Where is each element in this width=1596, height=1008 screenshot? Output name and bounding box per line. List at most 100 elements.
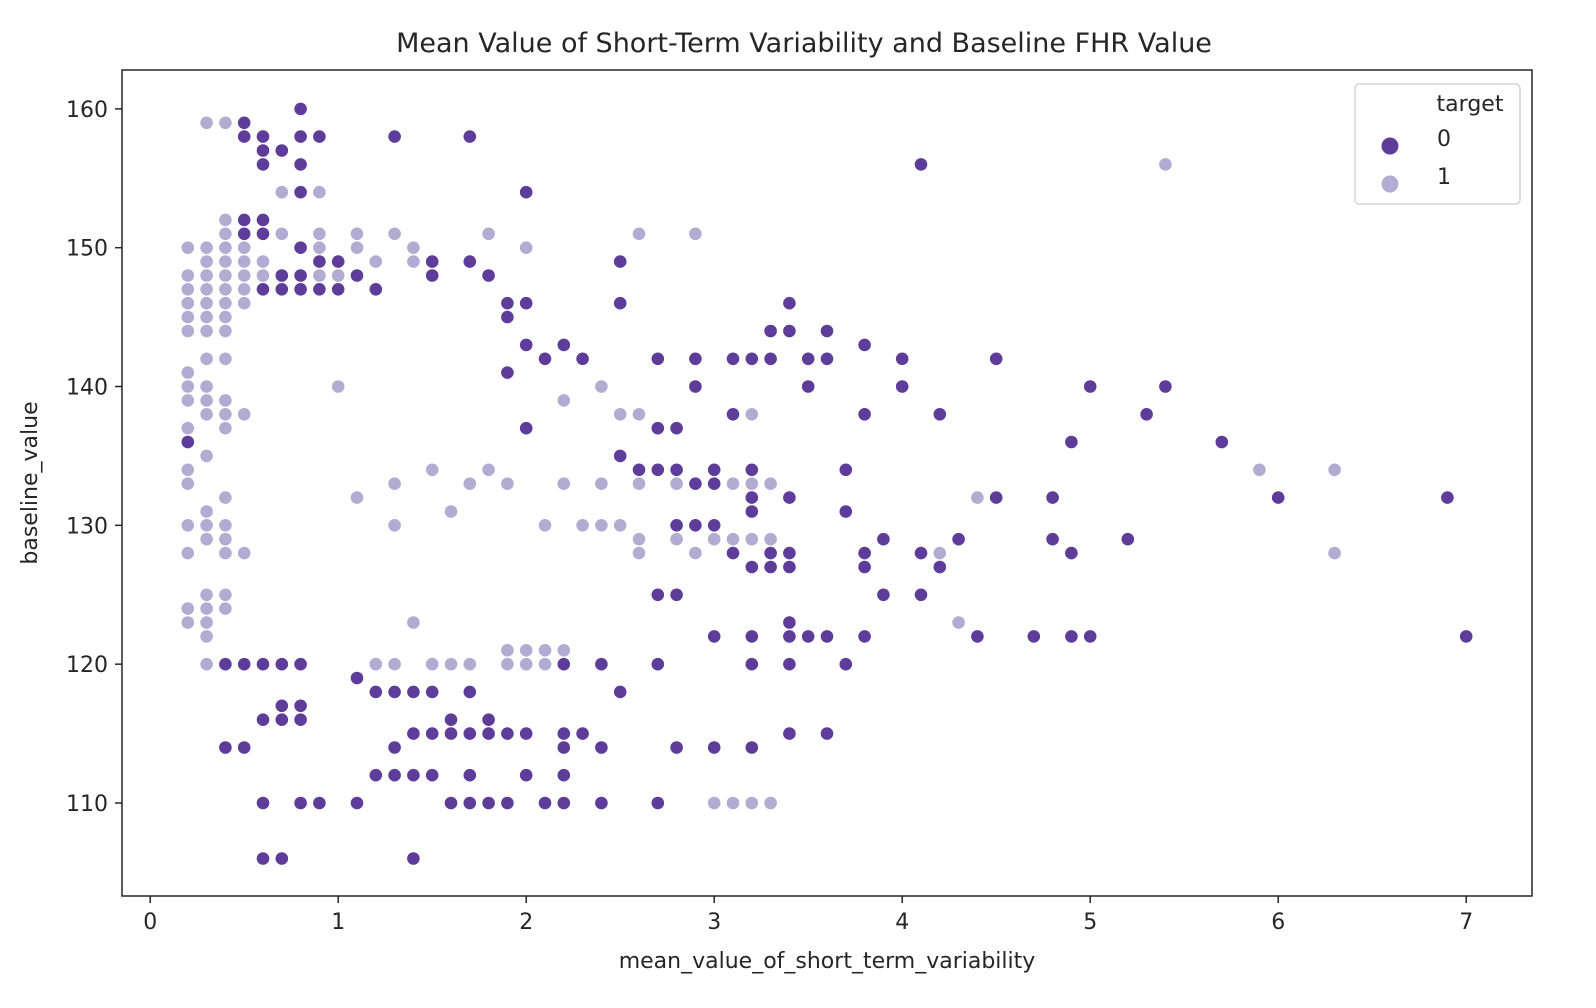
data-point-target-1 — [180, 379, 196, 394]
data-point-target-0 — [255, 656, 271, 672]
data-point-target-0 — [500, 365, 515, 380]
data-point-target-0 — [518, 184, 534, 200]
data-point-target-1 — [518, 240, 534, 255]
data-point-target-1 — [180, 323, 196, 339]
data-point-target-0 — [293, 157, 308, 172]
data-point-target-0 — [857, 629, 872, 644]
data-point-target-0 — [744, 462, 760, 478]
data-point-target-1 — [725, 476, 741, 492]
data-point-target-0 — [1440, 490, 1455, 505]
data-point-target-1 — [218, 545, 233, 561]
data-point-target-0 — [424, 268, 440, 283]
data-point-target-0 — [819, 726, 835, 741]
data-point-target-1 — [387, 226, 402, 242]
data-point-target-0 — [368, 684, 384, 700]
data-point-target-1 — [312, 268, 327, 283]
data-point-target-1 — [462, 476, 478, 492]
data-point-target-1 — [631, 545, 647, 561]
data-point-target-0 — [518, 767, 534, 783]
data-point-target-0 — [481, 795, 496, 811]
data-point-target-1 — [218, 407, 233, 422]
data-point-target-0 — [763, 559, 778, 575]
data-point-target-0 — [913, 157, 929, 172]
data-point-target-1 — [387, 518, 402, 533]
data-point-target-0 — [1214, 434, 1230, 450]
data-point-target-1 — [725, 531, 741, 547]
data-point-target-1 — [575, 518, 590, 533]
data-point-target-1 — [218, 212, 233, 228]
data-point-target-0 — [669, 740, 684, 755]
data-point-target-0 — [838, 656, 854, 672]
data-point-target-1 — [218, 518, 233, 533]
data-point-target-0 — [932, 559, 948, 575]
data-point-target-0 — [782, 295, 797, 311]
data-point-target-1 — [349, 490, 365, 505]
data-point-target-0 — [387, 767, 402, 783]
data-point-target-0 — [612, 295, 628, 311]
data-point-target-0 — [782, 615, 797, 630]
data-point-target-0 — [255, 212, 271, 228]
data-point-target-0 — [349, 795, 365, 811]
data-point-target-1 — [199, 615, 214, 630]
data-point-target-1 — [1252, 462, 1267, 478]
data-point-target-0 — [1064, 629, 1079, 644]
data-point-target-1 — [744, 476, 760, 492]
data-point-target-0 — [255, 157, 271, 172]
data-point-target-0 — [763, 351, 778, 367]
data-point-target-1 — [199, 587, 214, 603]
data-point-target-0 — [500, 295, 515, 311]
data-point-target-1 — [312, 226, 327, 242]
plot-frame — [121, 69, 1533, 897]
data-point-target-0 — [500, 795, 515, 811]
data-point-target-1 — [763, 476, 778, 492]
data-point-target-0 — [782, 656, 797, 672]
data-point-target-1 — [1327, 462, 1342, 478]
data-point-target-1 — [706, 531, 722, 547]
data-point-target-0 — [556, 767, 572, 783]
data-point-target-0 — [556, 656, 572, 672]
data-point-target-1 — [255, 268, 271, 283]
data-point-target-0 — [293, 698, 308, 714]
data-point-target-1 — [349, 240, 365, 255]
data-point-target-0 — [312, 254, 327, 269]
data-point-target-0 — [293, 129, 308, 144]
data-point-target-1 — [199, 601, 214, 616]
data-point-target-0 — [236, 115, 252, 131]
data-point-target-0 — [1082, 379, 1098, 394]
data-point-target-1 — [481, 226, 496, 242]
data-point-target-1 — [236, 268, 252, 283]
data-point-target-1 — [537, 518, 553, 533]
data-point-target-0 — [612, 448, 628, 464]
data-point-target-1 — [236, 240, 252, 255]
data-point-target-0 — [594, 656, 609, 672]
data-point-target-1 — [744, 795, 760, 811]
data-point-target-1 — [312, 184, 327, 200]
data-point-target-1 — [180, 545, 196, 561]
data-point-target-1 — [199, 309, 214, 325]
data-point-target-1 — [236, 254, 252, 269]
data-point-target-0 — [988, 490, 1004, 505]
data-point-target-0 — [236, 212, 252, 228]
data-point-target-0 — [481, 268, 496, 283]
data-point-target-0 — [594, 740, 609, 755]
data-point-target-0 — [556, 740, 572, 755]
data-point-target-0 — [838, 462, 854, 478]
data-point-target-1 — [330, 379, 346, 394]
x-tick-label: 0 — [143, 910, 157, 935]
data-point-target-1 — [180, 365, 196, 380]
data-point-target-1 — [199, 115, 214, 131]
data-point-target-0 — [706, 629, 722, 644]
data-point-target-1 — [500, 656, 515, 672]
data-point-target-0 — [1064, 545, 1079, 561]
chart-title: Mean Value of Short-Term Variability and… — [396, 28, 1212, 59]
data-point-target-1 — [443, 656, 459, 672]
data-point-target-0 — [800, 379, 816, 394]
data-point-target-1 — [236, 295, 252, 311]
data-point-target-1 — [537, 643, 553, 658]
data-point-target-0 — [800, 351, 816, 367]
data-point-target-0 — [406, 684, 421, 700]
data-point-target-1 — [199, 656, 214, 672]
data-point-target-0 — [932, 407, 948, 422]
data-point-target-1 — [199, 254, 214, 269]
